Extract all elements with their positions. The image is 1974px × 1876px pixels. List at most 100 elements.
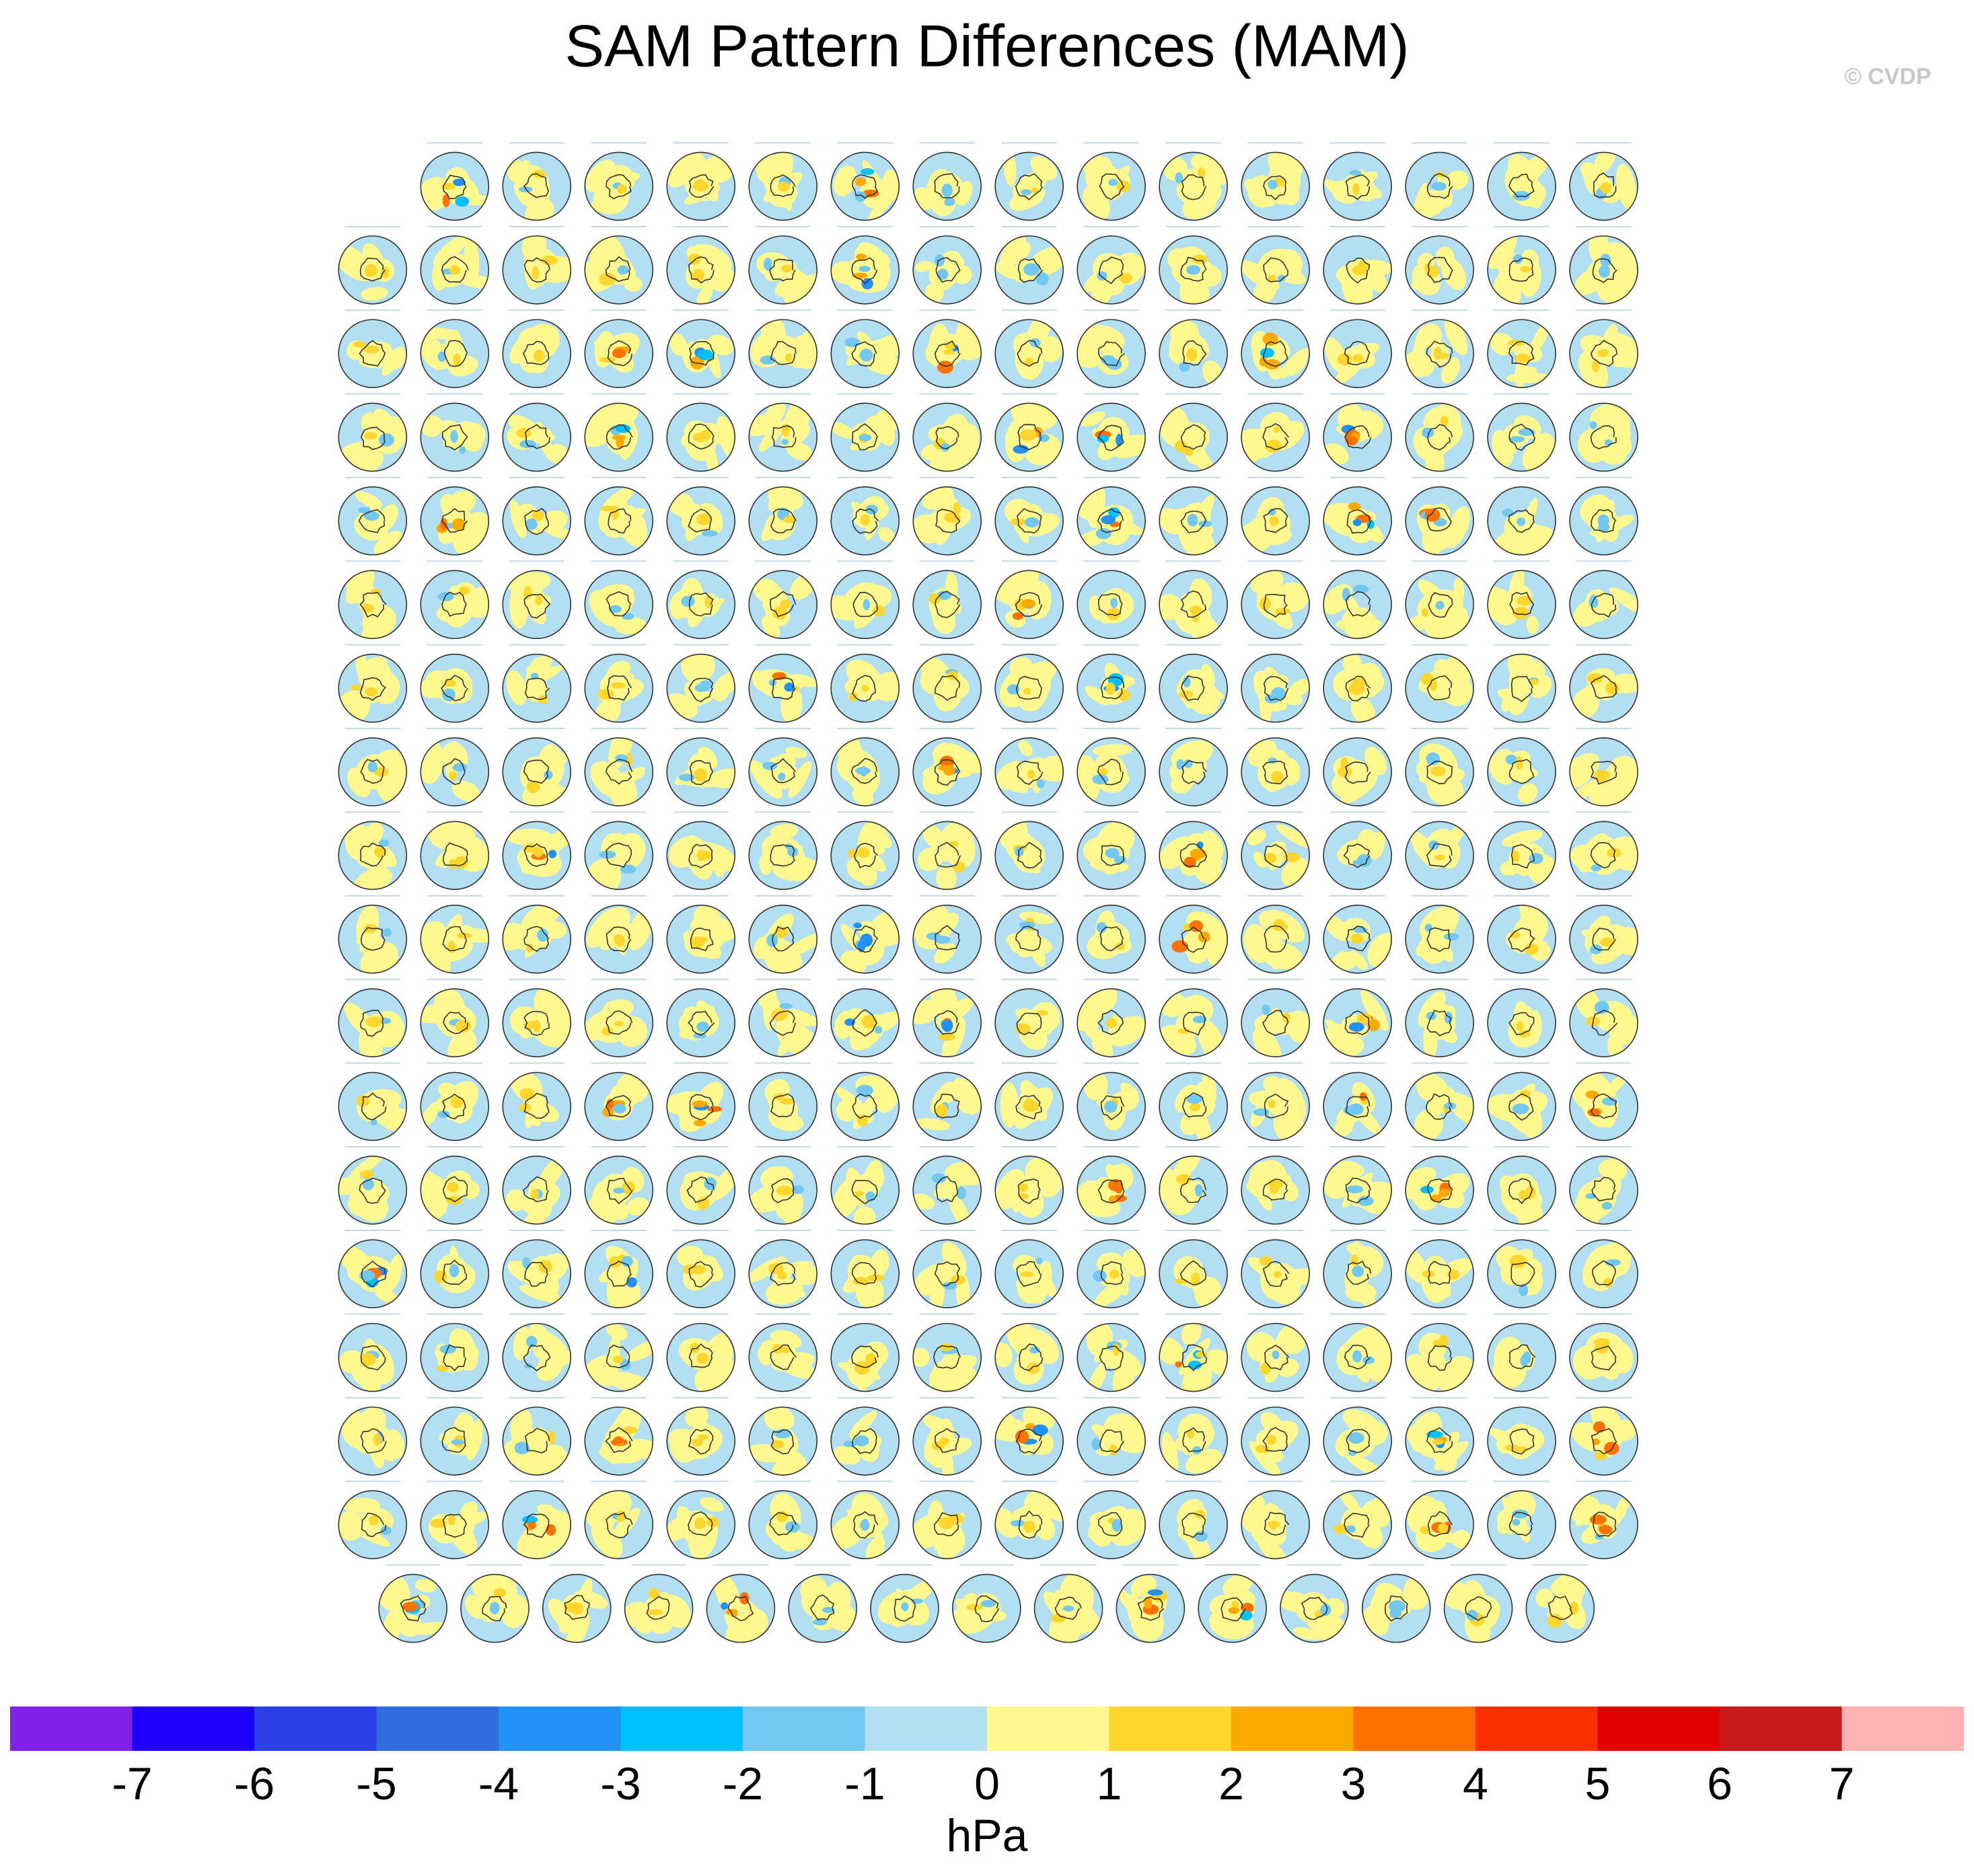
map-field (995, 905, 1064, 973)
map-border (666, 319, 736, 388)
panel-title-strip (1286, 1564, 1342, 1566)
map-panel (420, 1313, 490, 1392)
map-border (1159, 151, 1229, 221)
panel-title-strip (837, 560, 893, 562)
field-blob (1445, 170, 1469, 190)
map-border (748, 1155, 818, 1225)
field-blob (1594, 152, 1615, 174)
field-core (784, 353, 793, 363)
field-core (1050, 1614, 1066, 1622)
map-panel (1159, 1313, 1229, 1392)
coastline (1508, 759, 1535, 784)
field-core (1019, 1183, 1028, 1193)
map-border (1569, 737, 1638, 806)
map-border (994, 988, 1064, 1057)
field-core (1107, 607, 1121, 621)
panel-title-strip (1040, 1564, 1097, 1566)
map-field (667, 821, 735, 890)
map-border (420, 151, 490, 221)
map-border (830, 402, 900, 472)
field-core (693, 936, 708, 943)
map-field (585, 486, 653, 555)
map-border (1405, 570, 1474, 640)
map-field (1405, 235, 1474, 304)
field-blob (1331, 772, 1360, 798)
map-panel (1487, 476, 1556, 556)
coastline (1344, 424, 1372, 449)
field-core (696, 1353, 709, 1364)
field-blob (1424, 605, 1469, 639)
field-blob (1263, 1076, 1282, 1093)
coastline (1426, 1010, 1452, 1037)
coastline (852, 675, 876, 702)
map-field (1077, 905, 1146, 973)
panel-title-strip (1165, 1313, 1221, 1315)
map-field (1570, 1491, 1638, 1559)
colorbar-tick-label: -4 (478, 1758, 519, 1809)
panel-title-strip (1329, 142, 1385, 144)
field-blob (1526, 615, 1539, 634)
field-core (776, 1185, 793, 1196)
map-border (1405, 402, 1474, 472)
field-core (1175, 1361, 1182, 1368)
field-core (1262, 332, 1278, 346)
map-panel (1405, 1480, 1474, 1560)
map-border (1323, 151, 1393, 221)
panel-title-strip (1001, 225, 1057, 227)
coastline (1591, 593, 1617, 618)
map-panel (1487, 225, 1556, 305)
coastline (1591, 1093, 1617, 1119)
field-core (774, 926, 789, 938)
map-border (1323, 904, 1393, 974)
map-panel (1076, 225, 1146, 305)
map-panel (666, 1313, 736, 1392)
panel-title-strip (1083, 1480, 1139, 1483)
map-panel (1361, 1564, 1431, 1643)
map-border (748, 151, 818, 221)
panel-title-strip (673, 142, 729, 144)
field-blob (936, 865, 957, 890)
coastline (1345, 675, 1370, 702)
field-core (452, 763, 468, 772)
map-border (420, 904, 490, 974)
map-border (1487, 988, 1556, 1057)
field-core (1352, 519, 1362, 527)
panel-title-strip (1412, 979, 1467, 981)
panel-title-strip (1412, 1062, 1467, 1064)
panel-title-strip (673, 811, 729, 813)
field-core (1529, 679, 1539, 685)
map-field (338, 737, 407, 806)
panel-title-strip (427, 560, 482, 562)
map-panel (830, 811, 900, 891)
map-panel (1569, 142, 1638, 221)
coastline (606, 1178, 633, 1205)
map-panel (1405, 225, 1474, 305)
map-panel (1241, 309, 1311, 388)
map-panel (584, 1480, 654, 1560)
map-panel (748, 1146, 818, 1225)
field-core (1352, 1350, 1362, 1363)
coastline (441, 591, 467, 617)
panel-title-strip (509, 1062, 564, 1064)
field-core (365, 687, 378, 697)
coastline (690, 927, 714, 952)
field-core (534, 350, 545, 363)
coastline (1097, 1009, 1124, 1035)
field-core (1519, 1030, 1531, 1038)
map-field (1241, 320, 1310, 388)
map-panel (1487, 393, 1556, 472)
coastline (1263, 676, 1289, 702)
panel-title-strip (1083, 393, 1139, 395)
map-panel (994, 811, 1064, 891)
field-core (1350, 933, 1364, 944)
field-core (1367, 1019, 1381, 1032)
field-blob (925, 848, 959, 862)
coastline (1097, 424, 1124, 451)
map-panel (1487, 1313, 1556, 1392)
map-panel (1405, 727, 1474, 806)
map-field (913, 905, 982, 973)
map-panel (1033, 1564, 1103, 1643)
map-border (502, 486, 572, 556)
field-core (1520, 1090, 1531, 1098)
coastline (606, 842, 632, 868)
